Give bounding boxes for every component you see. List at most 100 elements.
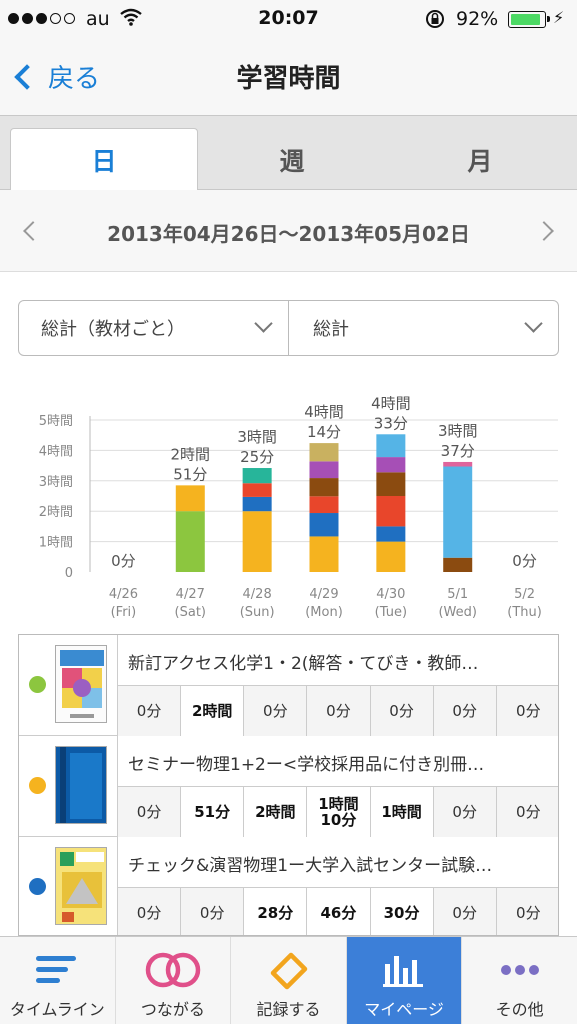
time-cell: 0分 xyxy=(496,686,558,736)
bar-segment xyxy=(175,511,205,572)
x-tick-label: 4/26 xyxy=(109,587,138,602)
back-label: 戻る xyxy=(48,64,101,94)
subject-select[interactable]: 総計 xyxy=(289,301,558,355)
x-tick-label: 4/30 xyxy=(376,587,405,602)
x-tick-sublabel: (Sun) xyxy=(240,605,275,620)
tab-bar-item[interactable]: 記録する xyxy=(231,937,347,1024)
y-tick-label: 5時間 xyxy=(39,414,73,429)
mypage-chart-icon xyxy=(347,947,462,993)
book-title: セミナー物理1+2ー<学校採用品に付き別冊… xyxy=(128,755,485,775)
aggregation-select-value: 総計（教材ごと） xyxy=(41,319,185,340)
navigation-bar: 戻る 学習時間 xyxy=(0,38,577,116)
time-cell: 0分 xyxy=(496,787,558,837)
bar-segment xyxy=(175,485,205,512)
bar-segment xyxy=(242,496,272,512)
subject-select-value: 総計 xyxy=(313,319,349,340)
carrier-label: au xyxy=(86,8,110,30)
x-tick-label: 4/28 xyxy=(243,587,272,602)
x-tick-label: 4/27 xyxy=(176,587,205,602)
bar-segment xyxy=(443,461,473,467)
bar-segment xyxy=(376,526,406,542)
time-cell: 1時間 xyxy=(370,787,434,837)
status-bar: au 20:07 92% ⚡ xyxy=(0,0,577,38)
time-cell: 0分 xyxy=(118,686,182,736)
y-tick-label: 4時間 xyxy=(39,444,73,459)
tab-day[interactable]: 日 xyxy=(10,128,198,191)
table-row[interactable]: チェック&演習物理1ー大学入試センター試験… 0分 0分 28分 46分 30分 0分 0分 xyxy=(19,837,558,935)
time-cell: 46分 xyxy=(307,888,371,935)
back-button[interactable]: 戻る xyxy=(10,58,100,95)
book-study-table: 新訂アクセス化学1・2(解答・てびき・教師… 0分 2時間 0分 0分 0分 0分 0分 セミナ… xyxy=(18,634,559,936)
book-cover-image xyxy=(55,847,107,925)
study-time-chart: 0 1時間 2時間 3時間 4時間 5時間 0分 4/26 (Fri) 2時間 51分 4/27 (Sa… xyxy=(0,380,577,630)
rotation-lock-icon xyxy=(424,8,446,35)
tab-bar-item[interactable]: つながる xyxy=(116,937,232,1024)
bar-segment xyxy=(309,478,339,497)
y-tick-label: 1時間 xyxy=(39,536,73,551)
daily-time-cells: 0分 51分 2時間 1時間 10分 1時間 0分 0分 xyxy=(118,786,558,837)
series-color-dot xyxy=(29,777,46,794)
bar-segment xyxy=(309,443,339,462)
tab-bar-item[interactable]: その他 xyxy=(462,937,577,1024)
tab-bar-item[interactable]: タイムライン xyxy=(0,937,116,1024)
signal-strength-icon xyxy=(8,13,75,24)
date-range-label: 2013年04月26日〜2013年05月02日 xyxy=(107,222,470,246)
status-time: 20:07 xyxy=(258,7,319,29)
y-tick-label: 2時間 xyxy=(39,505,73,520)
time-cell: 0分 xyxy=(433,787,497,837)
x-tick-sublabel: (Fri) xyxy=(111,605,137,620)
bar-segment xyxy=(309,496,339,514)
bar-segment xyxy=(242,483,272,497)
series-color-dot xyxy=(29,878,46,895)
x-tick-label: 4/29 xyxy=(309,587,338,602)
bar-segment xyxy=(443,466,473,558)
bar-segment xyxy=(309,461,339,479)
date-range-bar: 2013年04月26日〜2013年05月02日 xyxy=(0,190,577,272)
book-title: 新訂アクセス化学1・2(解答・てびき・教師… xyxy=(128,654,479,674)
series-color-dot xyxy=(29,676,46,693)
period-tabs: 日 週 月 xyxy=(0,116,577,191)
tab-week[interactable]: 週 xyxy=(279,146,305,176)
time-cell: 0分 xyxy=(307,686,371,736)
bar-segment xyxy=(376,541,406,572)
bar-segment xyxy=(443,557,473,572)
bottom-tab-bar: タイムライン つながる 記録する マイページ その他 xyxy=(0,936,577,1024)
table-row[interactable]: 新訂アクセス化学1・2(解答・てびき・教師… 0分 2時間 0分 0分 0分 0分 0分 xyxy=(19,635,558,736)
bar-total-label: 0分 xyxy=(111,552,136,570)
bar-segment xyxy=(242,468,272,484)
book-thumb-cell xyxy=(19,736,118,836)
bar-segment xyxy=(309,536,339,572)
book-cover-image xyxy=(55,645,107,723)
time-cell: 2時間 xyxy=(181,686,245,736)
bar-total-label: 4時間 xyxy=(371,394,411,412)
bar-total-label: 3時間 xyxy=(237,428,277,446)
tab-bar-item[interactable]: マイページ xyxy=(346,937,463,1024)
aggregation-select[interactable]: 総計（教材ごと） xyxy=(19,301,289,355)
connect-rings-icon xyxy=(116,947,231,993)
time-cell: 0分 xyxy=(433,686,497,736)
time-cell: 30分 xyxy=(370,888,434,935)
bar-total-label: 33分 xyxy=(374,414,408,432)
tab-bar-label: マイページ xyxy=(364,1000,444,1019)
book-cover-image xyxy=(55,746,107,824)
bar-segment xyxy=(376,472,406,496)
bar-total-label: 37分 xyxy=(441,442,475,460)
x-tick-label: 5/2 xyxy=(514,587,535,602)
x-tick-sublabel: (Mon) xyxy=(305,605,343,620)
time-cell: 28分 xyxy=(244,888,308,935)
tab-bar-label: タイムライン xyxy=(9,1000,105,1019)
daily-time-cells: 0分 0分 28分 46分 30分 0分 0分 xyxy=(118,887,558,935)
tab-month[interactable]: 月 xyxy=(467,146,493,176)
bar-total-label: 4時間 xyxy=(304,403,344,421)
time-cell: 0分 xyxy=(244,686,308,736)
time-cell: 1時間 10分 xyxy=(307,787,371,837)
charging-bolt-icon: ⚡ xyxy=(553,8,565,27)
y-tick-label: 0 xyxy=(65,566,73,581)
book-thumb-cell xyxy=(19,837,118,935)
bar-segment xyxy=(376,496,406,527)
table-row[interactable]: セミナー物理1+2ー<学校採用品に付き別冊… 0分 51分 2時間 1時間 10分 1時間 0… xyxy=(19,736,558,837)
bar-total-label: 14分 xyxy=(307,423,341,441)
timeline-icon xyxy=(0,947,115,993)
tab-bar-label: その他 xyxy=(495,1000,544,1019)
tab-bar-label: つながる xyxy=(140,1000,205,1019)
